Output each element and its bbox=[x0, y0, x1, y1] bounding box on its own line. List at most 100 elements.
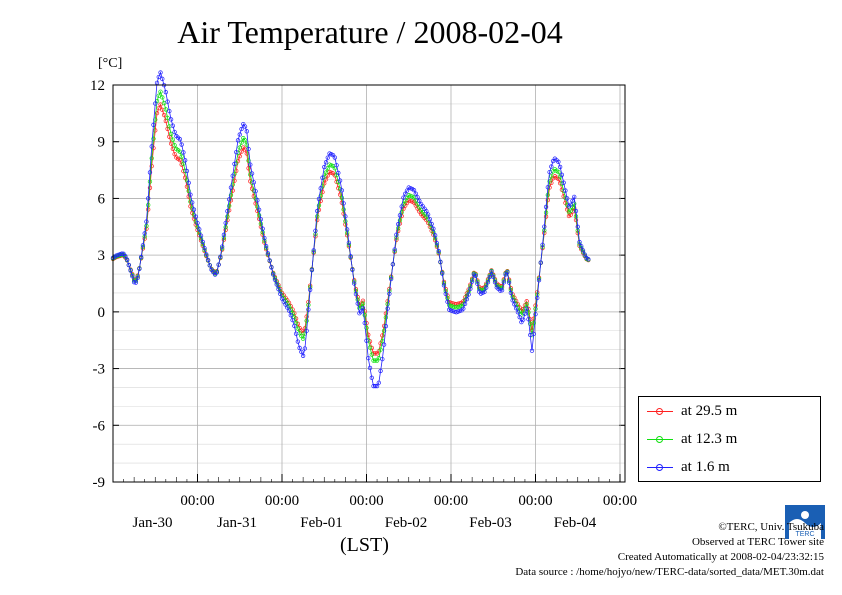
legend: at 29.5 m at 12.3 m at 1.6 m bbox=[638, 396, 821, 482]
data-point bbox=[387, 291, 392, 296]
data-point bbox=[288, 313, 293, 318]
data-point bbox=[158, 70, 163, 75]
data-point bbox=[271, 272, 276, 277]
data-point bbox=[295, 339, 300, 344]
data-point bbox=[559, 172, 565, 177]
data-point bbox=[341, 201, 346, 206]
data-point bbox=[563, 188, 568, 193]
data-point bbox=[549, 164, 554, 169]
data-point bbox=[190, 200, 195, 205]
data-point bbox=[269, 265, 274, 270]
data-point bbox=[170, 123, 176, 128]
data-point bbox=[556, 159, 561, 164]
data-point bbox=[469, 279, 475, 284]
data-point bbox=[404, 188, 410, 193]
data-point bbox=[297, 345, 302, 351]
data-point bbox=[230, 173, 235, 178]
data-point bbox=[214, 270, 220, 275]
data-point bbox=[468, 286, 473, 291]
data-point bbox=[440, 271, 445, 276]
legend-item-29m: at 29.5 m bbox=[645, 401, 737, 421]
x-tick-date: Feb-02 bbox=[385, 515, 428, 531]
data-point bbox=[367, 345, 373, 350]
data-point bbox=[498, 288, 503, 293]
data-point bbox=[549, 174, 554, 179]
x-tick-time: 00:00 bbox=[349, 493, 383, 509]
data-point bbox=[147, 179, 153, 184]
data-point bbox=[369, 352, 374, 357]
data-point bbox=[344, 227, 350, 232]
data-point bbox=[228, 185, 234, 190]
data-point bbox=[521, 317, 526, 322]
data-point bbox=[160, 95, 165, 100]
data-point bbox=[232, 161, 237, 167]
data-point bbox=[376, 380, 381, 385]
data-point bbox=[239, 126, 244, 132]
x-tick-date: Jan-30 bbox=[133, 515, 173, 531]
data-point bbox=[436, 248, 441, 254]
data-point bbox=[397, 218, 403, 223]
x-tick-time: 00:00 bbox=[265, 493, 299, 509]
data-point bbox=[286, 308, 292, 313]
data-point bbox=[165, 99, 170, 104]
data-point bbox=[239, 140, 244, 145]
data-point bbox=[126, 262, 131, 268]
legend-item-1m: at 1.6 m bbox=[645, 457, 730, 477]
data-point bbox=[353, 291, 359, 297]
data-point bbox=[218, 254, 223, 259]
data-point bbox=[181, 150, 186, 155]
data-point bbox=[524, 299, 529, 304]
data-point bbox=[158, 89, 163, 94]
legend-item-12m: at 12.3 m bbox=[645, 429, 737, 449]
data-point bbox=[320, 190, 325, 195]
data-point bbox=[274, 282, 279, 287]
data-point bbox=[153, 101, 158, 106]
data-point bbox=[586, 257, 591, 262]
data-point bbox=[256, 213, 262, 218]
data-point bbox=[309, 267, 315, 273]
data-point bbox=[204, 252, 209, 257]
data-point bbox=[522, 306, 528, 311]
data-point bbox=[227, 203, 232, 209]
data-point bbox=[186, 180, 191, 185]
data-point bbox=[172, 129, 177, 135]
data-point bbox=[337, 178, 343, 183]
data-point bbox=[461, 306, 466, 311]
data-point bbox=[193, 214, 198, 219]
data-point bbox=[575, 224, 580, 229]
data-point bbox=[434, 241, 440, 246]
data-point bbox=[378, 347, 383, 352]
data-point bbox=[415, 195, 420, 200]
data-point bbox=[200, 239, 205, 245]
data-point bbox=[572, 194, 577, 200]
data-point bbox=[153, 117, 158, 122]
data-point bbox=[394, 232, 399, 237]
data-point bbox=[323, 160, 329, 165]
data-point bbox=[339, 188, 345, 193]
data-point bbox=[311, 248, 316, 253]
data-point bbox=[399, 210, 404, 215]
data-point bbox=[443, 291, 448, 297]
data-point bbox=[133, 280, 139, 285]
data-point bbox=[248, 162, 253, 167]
data-point bbox=[401, 195, 406, 200]
data-point bbox=[499, 288, 505, 293]
data-point bbox=[524, 306, 529, 311]
y-tick-label: 0 bbox=[98, 305, 106, 321]
data-point bbox=[508, 290, 514, 296]
x-tick-time: 00:00 bbox=[603, 493, 637, 509]
data-point bbox=[373, 383, 378, 389]
data-point bbox=[172, 143, 177, 148]
data-point bbox=[390, 262, 396, 267]
data-point bbox=[364, 325, 369, 331]
data-point bbox=[381, 342, 387, 347]
data-point bbox=[225, 209, 230, 214]
data-point bbox=[529, 348, 535, 353]
data-point bbox=[227, 197, 232, 202]
data-point bbox=[246, 166, 251, 171]
data-point bbox=[425, 212, 431, 217]
data-point bbox=[392, 247, 397, 252]
data-point bbox=[249, 171, 255, 176]
data-point bbox=[325, 155, 330, 160]
